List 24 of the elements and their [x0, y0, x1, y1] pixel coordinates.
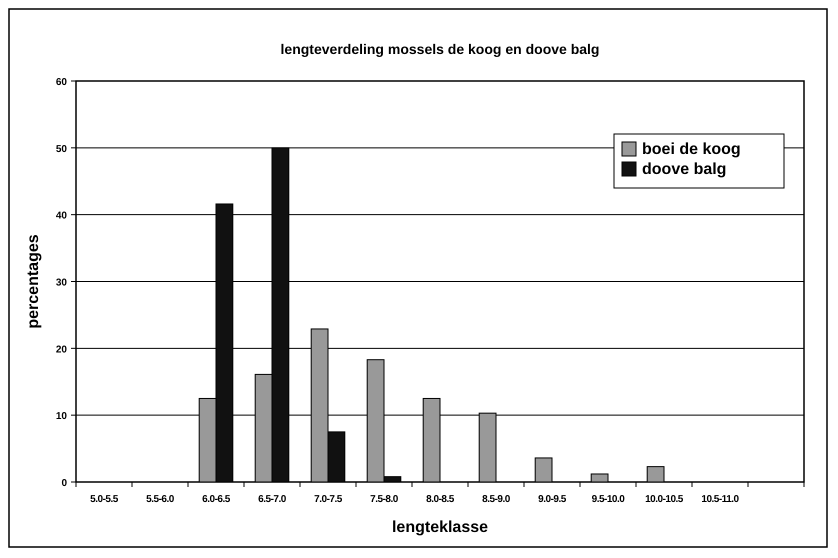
y-tick-label: 10: [56, 411, 68, 422]
legend-label: boei de koog: [642, 141, 741, 158]
x-tick-label: 9.5-10.0: [592, 494, 626, 505]
x-tick-label: 9.0-9.5: [538, 494, 567, 505]
x-tick-label: 6.0-6.5: [202, 494, 231, 505]
chart-title: lengteverdeling mossels de koog en doove balg: [280, 41, 600, 57]
y-tick-label: 0: [61, 478, 68, 489]
y-tick-label: 20: [56, 344, 68, 356]
x-tick-label: 5.5-6.0: [146, 494, 175, 505]
x-tick-label: 6.5-7.0: [258, 494, 287, 505]
x-tick-label: 10.0-10.5: [645, 494, 684, 505]
x-tick-label: 5.0-5.5: [90, 494, 119, 505]
y-tick-label: 30: [56, 278, 68, 288]
y-tick-label: 60: [56, 77, 68, 88]
x-tick-label: 7.5-8.0: [370, 494, 399, 505]
x-tick-label: 7.0-7.5: [314, 494, 343, 505]
x-tick-label: 10.5-11.0: [701, 494, 740, 505]
y-tick-label: 50: [56, 144, 68, 155]
x-axis-title: lengteklasse: [392, 519, 488, 536]
y-axis-title: percentages: [25, 234, 42, 329]
y-tick-label: 40: [56, 210, 68, 222]
x-tick-label: 8.5-9.0: [482, 494, 511, 505]
x-tick-label: 8.0-8.5: [426, 494, 455, 505]
legend-label: doove balg: [642, 161, 726, 178]
